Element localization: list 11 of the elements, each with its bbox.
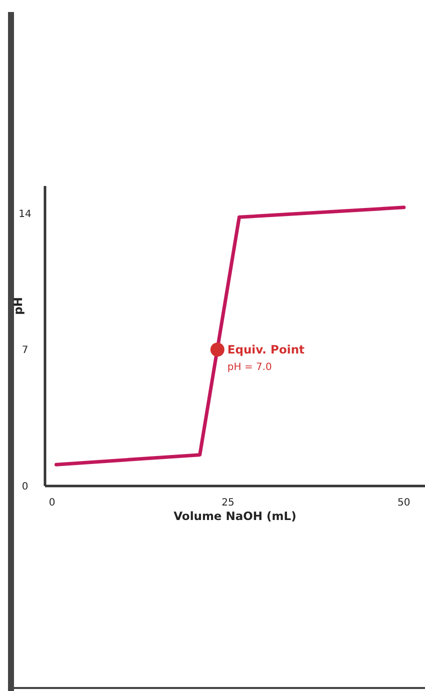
y-tick-label: 14 — [18, 208, 32, 220]
x-tick-label: 0 — [48, 498, 56, 508]
annotation: Equiv. Point — [227, 342, 306, 357]
y-axis-title: pH — [11, 297, 25, 315]
x-tick-label: 50 — [398, 498, 410, 508]
y-tick-label: 0 — [22, 482, 28, 492]
x-tick-label: 25 — [222, 498, 234, 508]
line-series — [54, 206, 406, 466]
x-axis-title: Volume NaOH (mL) — [174, 509, 296, 523]
y-tick-label: 7 — [22, 345, 28, 356]
annotation: pH = 7.0 — [227, 362, 272, 374]
